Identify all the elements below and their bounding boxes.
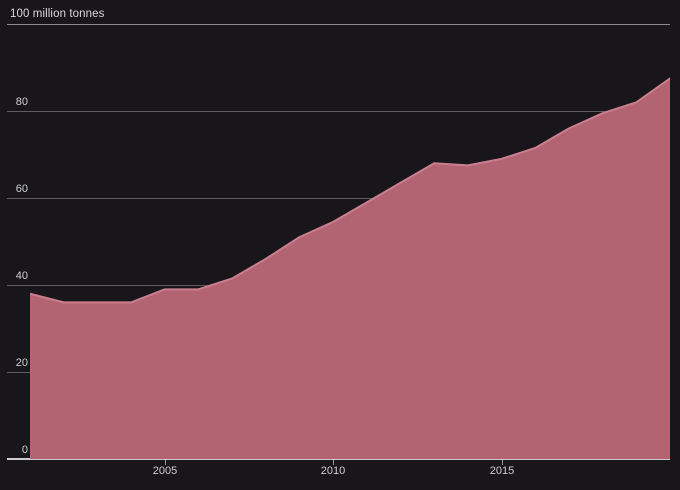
x-tick-mark-2005 [165,459,166,465]
gridline-y-80 [7,111,670,112]
gridline-y-100 [7,24,670,25]
y-tick-label-20: 20 [15,357,28,369]
x-tick-label-2015: 2015 [489,465,515,477]
gridline-y-60 [7,198,670,199]
x-tick-mark-2010 [333,459,334,465]
x-tick-label-2010: 2010 [320,465,346,477]
x-tick-label-2005: 2005 [152,465,178,477]
y-tick-label-40: 40 [15,270,28,282]
y-tick-label-0: 0 [21,444,28,456]
x-axis-baseline [7,458,670,460]
x-tick-mark-2015 [502,459,503,465]
area-outline [30,77,670,304]
y-tick-label-60: 60 [15,183,28,195]
area-fill [30,78,670,459]
chart-title: 100 million tonnes [10,8,105,20]
y-tick-label-80: 80 [15,96,28,108]
area-series [30,77,670,459]
